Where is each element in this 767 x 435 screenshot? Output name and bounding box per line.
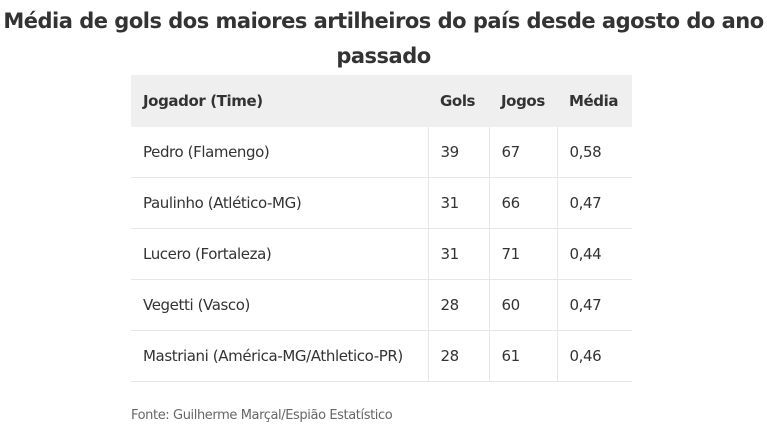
table-cell: 28 (427, 279, 489, 331)
table-cell: Vegetti (Vasco) (131, 279, 428, 331)
table-cell: 31 (427, 228, 489, 280)
table-cell: 0,58 (556, 127, 632, 178)
table-row: Vegetti (Vasco) 28 60 0,47 (131, 279, 632, 331)
table-cell: 31 (427, 177, 489, 229)
table-cell: 66 (488, 177, 557, 229)
column-header: Jogos (489, 75, 557, 127)
table-cell: 0,46 (556, 330, 632, 382)
column-header: Média (557, 75, 632, 127)
table-cell: Paulinho (Atlético-MG) (131, 177, 428, 229)
table-cell: 67 (488, 127, 557, 178)
table-cell: Pedro (Flamengo) (131, 127, 428, 178)
table-cell: Mastriani (América-MG/Athletico-PR) (131, 330, 428, 382)
header-row: Jogador (Time) Gols Jogos Média (131, 75, 632, 127)
source-note: Fonte: Guilherme Marçal/Espião Estatísti… (131, 408, 393, 423)
table-cell: 60 (488, 279, 557, 331)
table-cell: 0,44 (556, 228, 632, 280)
table-row: Mastriani (América-MG/Athletico-PR) 28 61 0… (131, 330, 632, 382)
table-cell: 0,47 (556, 279, 632, 331)
table-body: Pedro (Flamengo) 39 67 0,58 Paulinho (Atléti… (131, 127, 632, 382)
table-cell: 0,47 (556, 177, 632, 229)
table-cell: 61 (488, 330, 557, 382)
column-header: Gols (428, 75, 489, 127)
column-header: Jogador (Time) (131, 75, 428, 127)
table-cell: 28 (427, 330, 489, 382)
table-row: Pedro (Flamengo) 39 67 0,58 (131, 127, 632, 178)
table-row: Paulinho (Atlético-MG) 31 66 0,47 (131, 177, 632, 229)
title: Média de gols dos maiores artilheiros do… (3, 9, 764, 68)
table-cell: Lucero (Fortaleza) (131, 228, 428, 280)
data-table: Jogador (Time) Gols Jogos Média Pedro (Flam… (131, 75, 632, 382)
table-cell: 71 (488, 228, 557, 280)
table-cell: 39 (427, 127, 489, 178)
table-row: Lucero (Fortaleza) 31 71 0,44 (131, 228, 632, 280)
